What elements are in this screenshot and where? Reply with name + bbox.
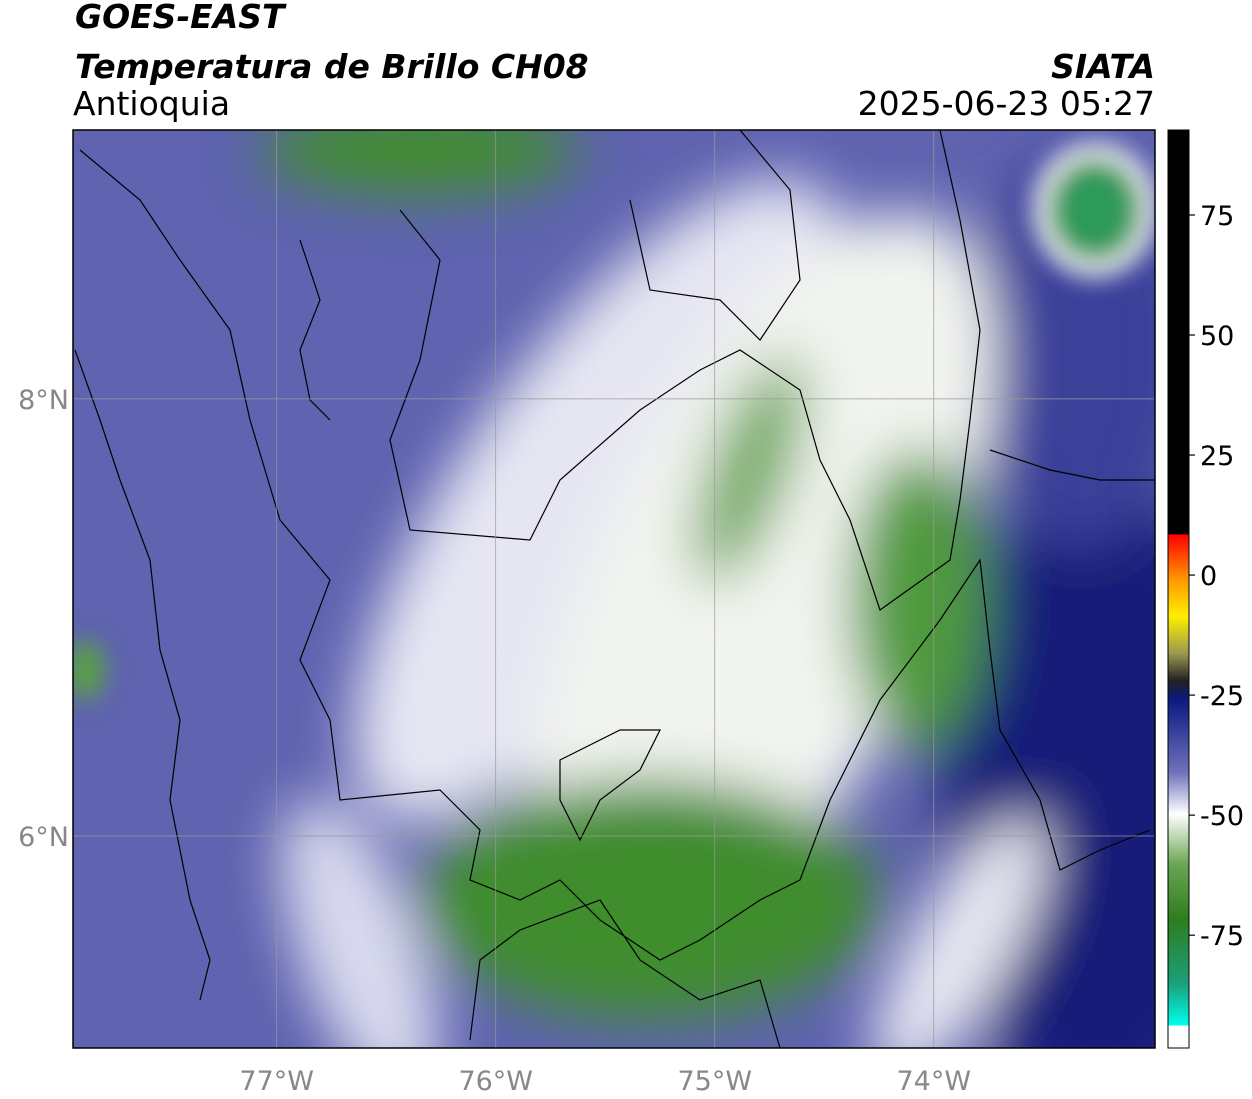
y-tick-label: 8°N <box>18 385 69 416</box>
colorbar-tick-label: 25 <box>1200 441 1234 472</box>
colorbar-tick-label: 0 <box>1200 561 1217 592</box>
x-tick-label: 75°W <box>677 1066 752 1097</box>
title: GOES-EAST <box>75 0 287 36</box>
region: Antioquia <box>73 84 230 123</box>
colorbar-tick-label: 75 <box>1200 201 1234 232</box>
source: SIATA <box>1051 47 1155 86</box>
colorbar-tick-label: -75 <box>1200 921 1244 952</box>
x-tick-label: 74°W <box>897 1066 972 1097</box>
grid <box>73 130 1155 1048</box>
boundaries <box>74 130 1155 1048</box>
colorbar-tick-label: 50 <box>1200 321 1234 352</box>
colorbar-tick-label: -25 <box>1200 681 1244 712</box>
colorbar <box>1167 129 1190 1049</box>
subtitle: Temperatura de Brillo CH08 <box>75 47 589 86</box>
x-tick-label: 76°W <box>458 1066 533 1097</box>
imagery <box>73 130 1155 1048</box>
colorbar-tick-label: -50 <box>1200 801 1244 832</box>
x-tick-label: 77°W <box>239 1066 314 1097</box>
y-tick-label: 6°N <box>18 822 69 853</box>
map-frame <box>72 129 1156 1049</box>
timestamp: 2025-06-23 05:27 <box>858 84 1155 123</box>
